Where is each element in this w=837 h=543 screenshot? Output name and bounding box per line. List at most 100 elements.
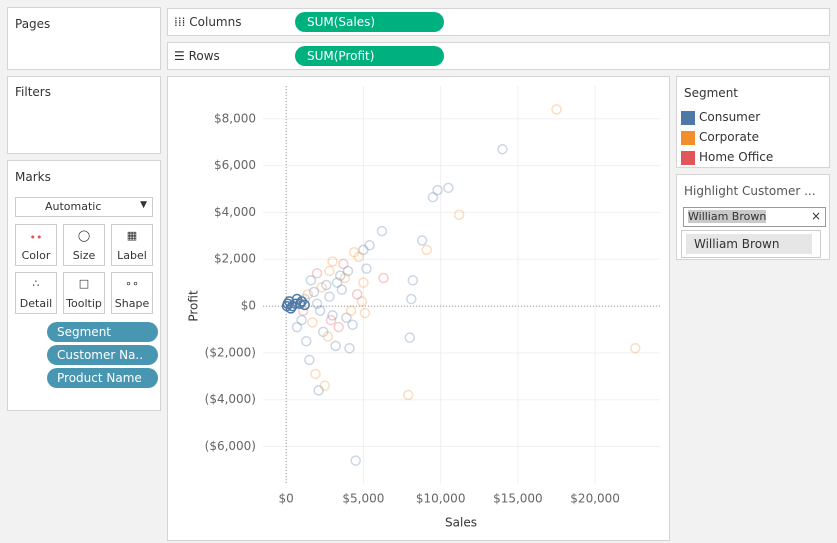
y-axis-title: Profit	[187, 290, 201, 322]
button-label: Tooltip	[66, 297, 102, 310]
pill[interactable]: SUM(Sales)	[295, 12, 444, 32]
point	[407, 275, 419, 286]
point	[294, 298, 306, 309]
point	[339, 272, 351, 284]
point	[421, 244, 432, 256]
y-tick-label: ($6,000)	[205, 439, 256, 453]
legend-swatch	[681, 111, 695, 125]
pill[interactable]: SUM(Profit)	[295, 46, 444, 66]
y-tick-label: ($4,000)	[205, 392, 256, 406]
mark-button[interactable]: □ Tooltip	[63, 272, 105, 314]
point	[336, 284, 348, 295]
mark-button[interactable]: ▦ Label	[111, 224, 153, 266]
point	[348, 246, 360, 258]
point	[342, 265, 354, 277]
point	[307, 317, 318, 328]
legend-title: Segment	[684, 86, 738, 100]
point	[404, 332, 416, 343]
point	[324, 265, 335, 277]
dropdown-option[interactable]: William Brown	[686, 234, 812, 254]
point	[364, 239, 375, 251]
x-axis-title: Sales	[445, 516, 477, 530]
point	[302, 289, 314, 300]
point	[296, 314, 307, 326]
point	[432, 184, 443, 196]
legend-label: Home Office	[699, 150, 774, 164]
x-tick-label: $20,000	[570, 492, 620, 506]
mark-button[interactable]: ◯ Size	[63, 224, 105, 266]
x-tick-label: $0	[279, 492, 294, 506]
input-text: William Brown	[688, 210, 767, 223]
field-pill[interactable]: Product Name	[47, 368, 158, 388]
point	[296, 296, 307, 307]
point	[304, 354, 315, 366]
point	[316, 282, 327, 293]
mark-type-dropdown[interactable]: Automatic ▼	[15, 197, 153, 217]
highlight-title: Highlight Customer ...	[684, 184, 816, 198]
mark-button[interactable]: •• Color	[15, 224, 57, 266]
mark-button[interactable]: ∘∘ Shape	[111, 272, 153, 314]
highlight-input[interactable]: William Brown ×	[683, 207, 826, 227]
dropdown-value: Automatic	[45, 200, 102, 213]
point	[341, 312, 352, 324]
legend-swatch	[681, 131, 695, 145]
legend-swatch	[681, 151, 695, 165]
shelf-label-text: Rows	[188, 49, 220, 63]
y-tick-label: $8,000	[214, 111, 256, 125]
button-label: Size	[72, 249, 96, 262]
columns-shelf: ⁞⁞⁞ Columns SUM(Sales)	[167, 8, 830, 36]
point	[314, 305, 326, 317]
point	[406, 293, 417, 305]
shelf-label: ☰ Rows	[174, 49, 220, 63]
point	[313, 385, 324, 396]
point	[331, 277, 343, 288]
point	[310, 368, 321, 380]
point	[361, 263, 372, 274]
point	[317, 326, 329, 338]
card-title: Pages	[15, 17, 51, 31]
shelf-label: ⁞⁞⁞ Columns	[174, 15, 242, 29]
card-title: Marks	[15, 170, 51, 184]
point	[324, 291, 335, 302]
point	[551, 104, 562, 115]
button-label: Label	[117, 249, 147, 262]
point	[321, 279, 332, 291]
mark-button[interactable]: ∴ Detail	[15, 272, 57, 314]
card-title: Filters	[15, 85, 51, 99]
point	[630, 342, 641, 354]
point	[281, 300, 293, 312]
point	[319, 380, 331, 391]
y-tick-label: $2,000	[214, 252, 256, 266]
point	[308, 286, 320, 298]
point	[333, 321, 344, 333]
point	[443, 182, 454, 194]
field-pill[interactable]: Segment	[47, 322, 158, 342]
view: ($6,000) ($4,000) ($2,000) $0 $2,000 $4,000 $6…	[167, 76, 670, 541]
shelf-label-text: Columns	[189, 15, 242, 29]
point	[344, 342, 355, 354]
point	[330, 340, 341, 352]
point	[350, 455, 361, 466]
point	[334, 270, 346, 281]
point	[427, 191, 439, 203]
point	[291, 321, 303, 333]
point	[311, 268, 323, 279]
highlight-card: Highlight Customer ... William Brown × Wi…	[676, 174, 830, 260]
point	[327, 256, 338, 267]
field-pill[interactable]: Customer Na..	[47, 345, 158, 365]
y-tick-label: $4,000	[214, 205, 256, 219]
point	[402, 389, 414, 401]
point	[299, 299, 310, 311]
point	[353, 251, 365, 263]
point	[453, 209, 465, 221]
point	[497, 143, 508, 155]
point	[378, 272, 389, 284]
point	[305, 275, 317, 286]
point	[347, 319, 358, 331]
point	[358, 244, 369, 256]
point	[351, 289, 363, 300]
point	[358, 277, 369, 288]
y-tick-label: $0	[241, 299, 256, 313]
legend-card: Segment Consumer Corporate Home Office	[676, 76, 830, 168]
